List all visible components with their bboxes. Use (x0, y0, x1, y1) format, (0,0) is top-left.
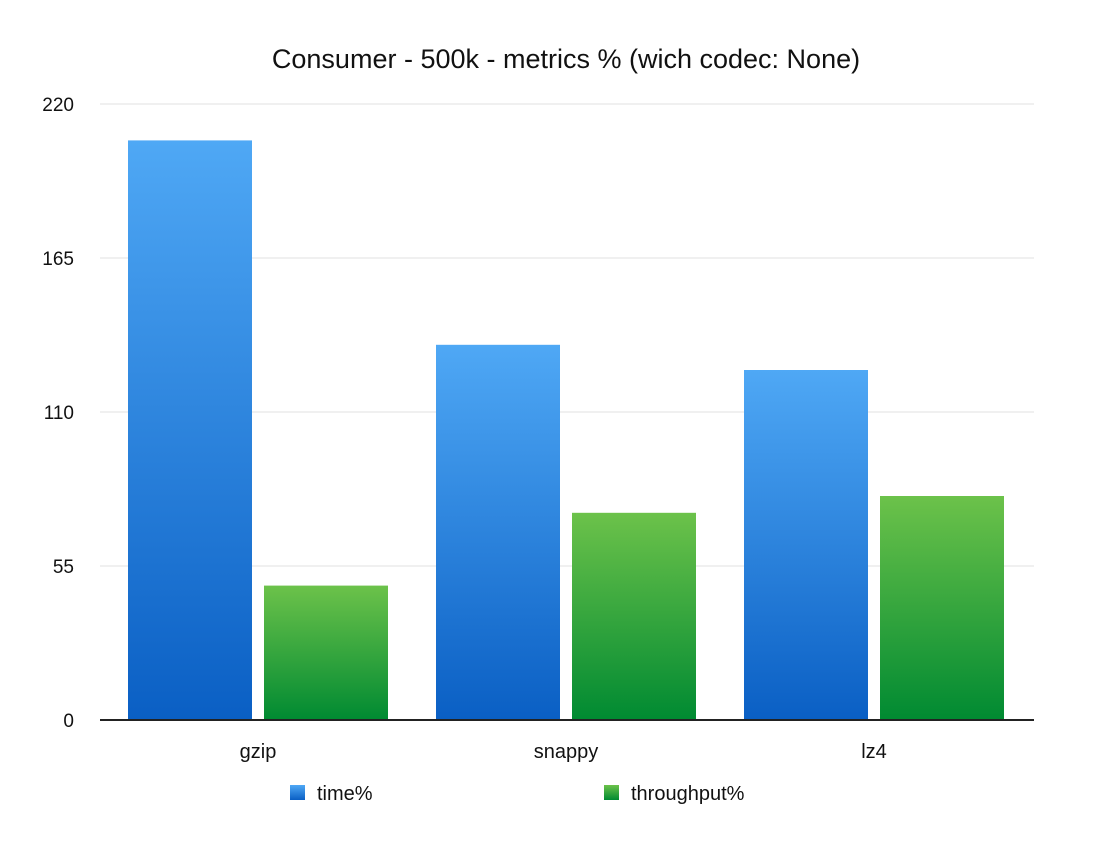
bar-gzip-throughput-pct (264, 585, 388, 720)
legend-label: throughput% (631, 783, 745, 805)
bar-snappy-throughput-pct (572, 512, 696, 720)
y-tick-label: 55 (53, 557, 74, 578)
y-tick-label: 110 (44, 403, 74, 424)
bar-snappy-time-pct (436, 344, 560, 720)
x-axis-categories: gzip snappy lz4 (240, 741, 887, 763)
y-tick-label: 220 (42, 95, 74, 116)
legend-swatch (604, 785, 619, 800)
bar-lz4-time-pct (744, 370, 868, 720)
gridlines (100, 103, 1034, 567)
y-tick-label: 0 (63, 711, 74, 732)
x-category-label: gzip (240, 741, 277, 763)
y-axis-ticks: 0 55 110 165 220 (42, 95, 74, 732)
chart-title: Consumer - 500k - metrics % (wich codec:… (272, 44, 860, 74)
legend-swatch (290, 785, 305, 800)
x-category-label: snappy (534, 741, 599, 763)
x-category-label: lz4 (861, 741, 887, 763)
legend: time% throughput% (290, 783, 745, 805)
legend-label: time% (317, 783, 373, 805)
bar-lz4-throughput-pct (880, 496, 1004, 720)
bar-gzip-time-pct (128, 140, 252, 720)
y-tick-label: 165 (42, 249, 74, 270)
bars (128, 140, 1004, 720)
